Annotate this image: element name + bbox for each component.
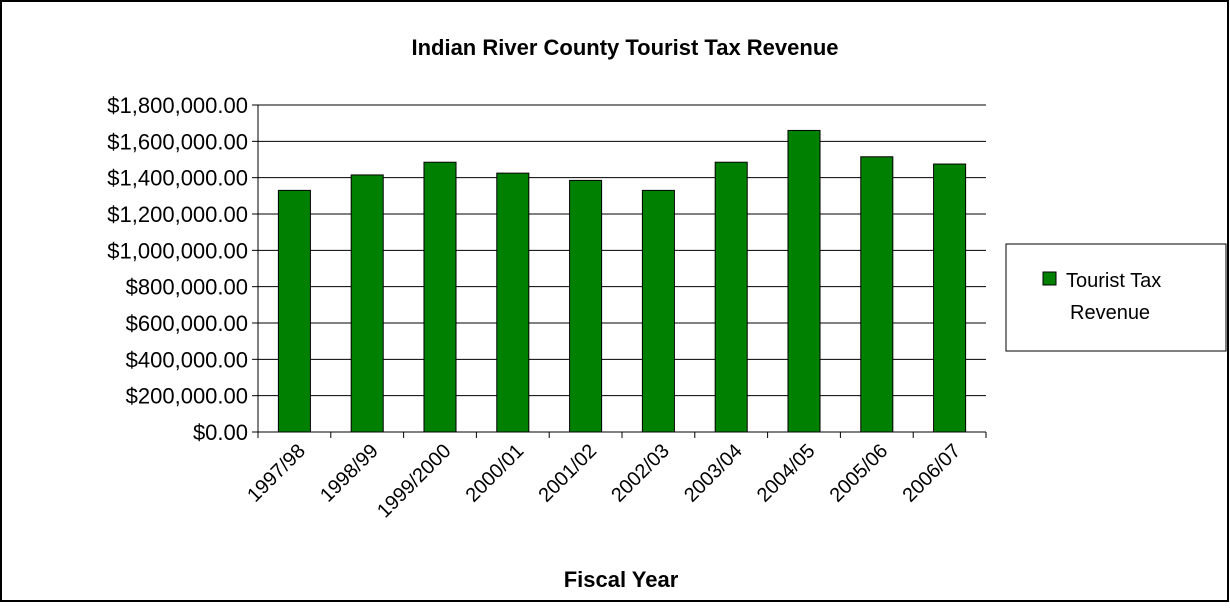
bar — [933, 163, 967, 433]
bar — [714, 161, 748, 433]
legend: Tourist Tax Revenue — [1005, 243, 1227, 352]
bar — [350, 174, 384, 433]
y-tick-label: $800,000.00 — [126, 275, 248, 300]
y-tick-label: $1,800,000.00 — [107, 93, 248, 118]
bar — [277, 189, 311, 433]
legend-box — [1005, 243, 1227, 352]
bar — [860, 156, 894, 433]
y-tick-label: $1,600,000.00 — [107, 129, 248, 154]
y-tick-label: $200,000.00 — [126, 384, 248, 409]
bar — [787, 129, 821, 433]
y-tick-label: $600,000.00 — [126, 311, 248, 336]
bars — [277, 129, 967, 433]
chart-title: Indian River County Tourist Tax Revenue — [411, 35, 838, 60]
y-tick-label: $1,000,000.00 — [107, 238, 248, 263]
y-tick-label: $400,000.00 — [126, 347, 248, 372]
y-tick-label: $0.00 — [193, 420, 248, 445]
legend-swatch — [1042, 271, 1057, 286]
bar — [641, 189, 675, 433]
axes — [252, 104, 987, 438]
y-tick-label: $1,400,000.00 — [107, 166, 248, 191]
legend-label-line-2: Revenue — [1070, 302, 1150, 324]
bar — [569, 179, 603, 433]
legend-label-line-1: Tourist Tax — [1066, 270, 1161, 292]
x-axis-title: Fiscal Year — [564, 567, 679, 592]
bar — [423, 161, 457, 433]
y-tick-label: $1,200,000.00 — [107, 202, 248, 227]
bar — [496, 172, 530, 433]
y-tick-labels: $0.00 $200,000.00 $400,000.00 $600,000.00 $8… — [107, 93, 248, 445]
